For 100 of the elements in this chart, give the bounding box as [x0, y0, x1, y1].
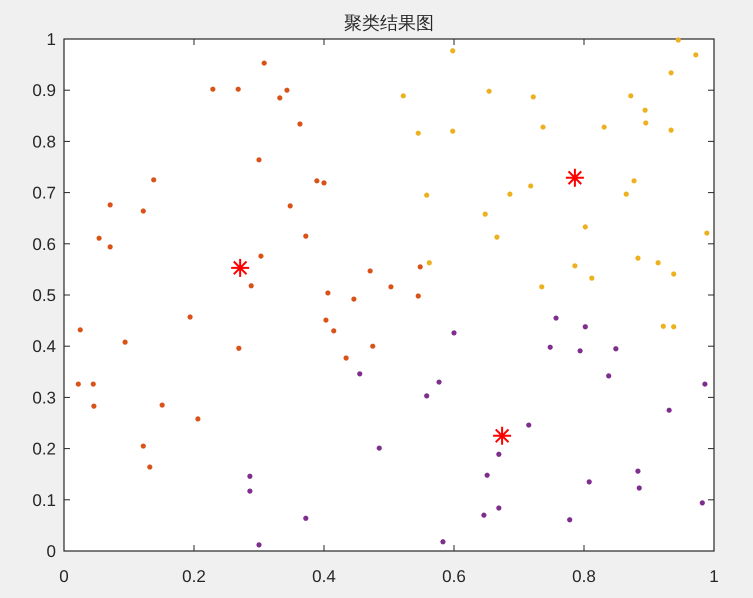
point: [314, 178, 320, 184]
point: [416, 130, 421, 136]
point: [108, 202, 113, 208]
point: [357, 371, 362, 376]
x-tick-label: 0: [59, 567, 69, 586]
point: [388, 284, 394, 290]
y-tick-label: 0: [46, 542, 56, 561]
point: [351, 296, 356, 302]
point: [668, 70, 674, 76]
point: [624, 192, 629, 197]
point: [548, 344, 553, 350]
point: [147, 464, 152, 470]
point: [426, 260, 432, 266]
point: [578, 348, 583, 354]
point: [602, 124, 607, 130]
point: [492, 426, 512, 446]
point: [636, 485, 642, 491]
point: [140, 208, 146, 214]
point: [450, 48, 456, 54]
point: [256, 157, 262, 162]
y-tick-label: 0.6: [32, 234, 56, 254]
x-tick-label: 0.8: [572, 567, 596, 586]
y-tick-label: 0.1: [32, 490, 56, 510]
point: [660, 324, 666, 329]
point: [236, 86, 241, 92]
point: [188, 314, 193, 320]
point: [210, 86, 216, 92]
point: [507, 192, 512, 197]
y-tick-label: 1: [46, 30, 56, 49]
point: [151, 177, 156, 182]
point: [400, 93, 406, 98]
point: [635, 468, 641, 474]
point: [642, 108, 648, 113]
point: [643, 120, 648, 126]
point: [668, 128, 674, 133]
point: [451, 330, 457, 336]
point: [323, 317, 329, 323]
point: [482, 212, 488, 217]
point: [258, 253, 264, 259]
point: [628, 93, 634, 98]
y-tick-label: 0.3: [32, 388, 56, 408]
point: [693, 52, 698, 58]
point: [540, 124, 546, 130]
point: [288, 203, 293, 209]
x-tick-label: 0.2: [182, 567, 206, 586]
point: [631, 178, 637, 184]
point: [656, 260, 661, 266]
point: [528, 183, 534, 189]
point: [248, 283, 254, 288]
chart-title: 聚类结果图: [344, 13, 434, 33]
point: [424, 393, 430, 398]
point: [90, 381, 96, 387]
y-tick-label: 0.8: [32, 132, 56, 152]
point: [331, 328, 336, 334]
y-tick-label: 0.5: [32, 286, 56, 305]
point: [122, 340, 128, 345]
point: [606, 373, 612, 378]
point: [256, 542, 262, 548]
y-tick-label: 0.9: [32, 81, 56, 100]
point: [494, 234, 500, 240]
point: [666, 408, 672, 413]
point: [671, 271, 676, 277]
point: [160, 402, 165, 408]
point: [140, 443, 146, 449]
x-tick-label: 0.6: [442, 567, 466, 586]
point: [284, 88, 290, 93]
point: [484, 472, 490, 478]
y-tick-label: 0.7: [32, 184, 56, 203]
point: [481, 512, 486, 518]
y-tick-label: 0.4: [32, 337, 56, 356]
point: [572, 263, 578, 268]
point: [303, 234, 308, 239]
point: [416, 293, 421, 299]
point: [553, 315, 559, 321]
point: [702, 381, 708, 387]
point: [418, 264, 423, 270]
point: [440, 539, 446, 544]
point: [635, 256, 641, 261]
point: [567, 517, 572, 522]
point: [325, 290, 330, 296]
point: [676, 37, 681, 43]
point: [277, 95, 282, 100]
point: [424, 192, 430, 198]
point: [564, 168, 585, 188]
point: [671, 324, 676, 330]
point: [91, 404, 96, 409]
point: [78, 327, 83, 332]
point: [582, 324, 588, 330]
y-tick-label: 0.2: [32, 440, 56, 459]
point: [704, 230, 710, 236]
point: [96, 236, 102, 241]
point: [613, 346, 618, 352]
point: [368, 268, 373, 274]
point: [195, 416, 200, 422]
point: [496, 505, 502, 511]
point: [539, 284, 544, 290]
point: [247, 474, 252, 479]
point: [108, 244, 113, 250]
point: [344, 355, 349, 361]
point: [297, 121, 303, 127]
